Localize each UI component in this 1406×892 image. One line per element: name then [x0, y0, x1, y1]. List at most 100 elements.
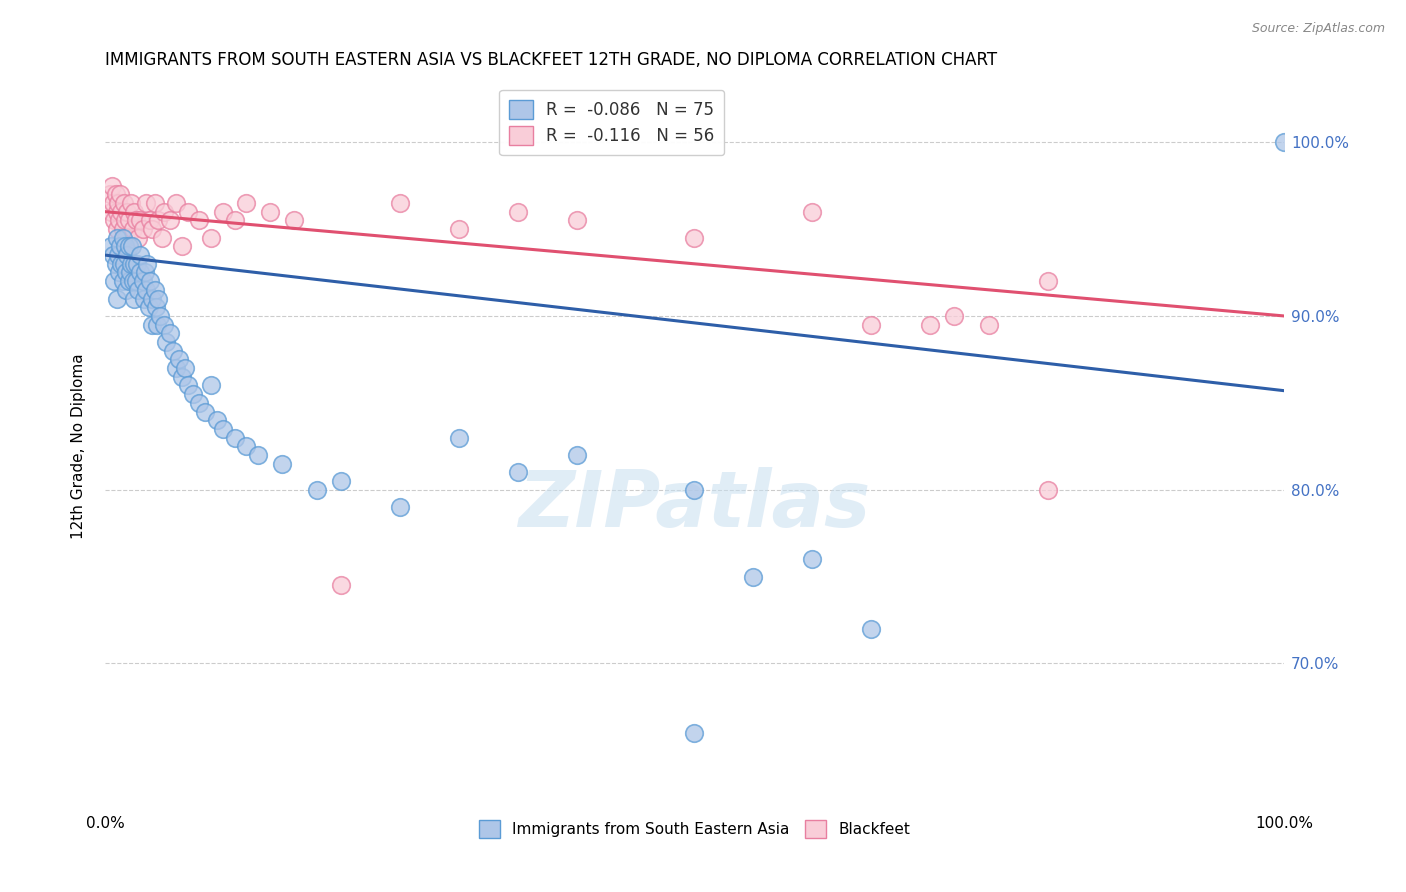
Legend: Immigrants from South Eastern Asia, Blackfeet: Immigrants from South Eastern Asia, Blac… [472, 814, 917, 844]
Point [124, 213, 146, 227]
Point [103, 274, 125, 288]
Point [183, 387, 205, 401]
Point [107, 196, 129, 211]
Point [146, 213, 169, 227]
Point [145, 300, 167, 314]
Point [200, 231, 222, 245]
Text: ZIPatlas: ZIPatlas [519, 467, 870, 542]
Point [447, 431, 470, 445]
Point [117, 274, 139, 288]
Point [112, 257, 135, 271]
Point [124, 204, 146, 219]
Point [165, 196, 187, 211]
Point [170, 239, 193, 253]
Point [117, 248, 139, 262]
Point [1036, 483, 1059, 497]
Point [134, 265, 156, 279]
Point [860, 622, 883, 636]
Point [111, 222, 134, 236]
Point [132, 274, 155, 288]
Point [860, 318, 883, 332]
Point [103, 196, 125, 211]
Point [205, 413, 228, 427]
Point [111, 231, 134, 245]
Point [117, 213, 139, 227]
Point [212, 422, 235, 436]
Point [942, 309, 965, 323]
Point [162, 343, 184, 358]
Point [167, 352, 190, 367]
Point [224, 213, 246, 227]
Point [112, 196, 135, 211]
Y-axis label: 12th Grade, No Diploma: 12th Grade, No Diploma [72, 353, 86, 539]
Point [111, 274, 134, 288]
Point [103, 248, 125, 262]
Point [235, 439, 257, 453]
Point [110, 187, 132, 202]
Point [801, 552, 824, 566]
Point [683, 231, 706, 245]
Point [122, 274, 145, 288]
Point [141, 318, 163, 332]
Point [136, 257, 159, 271]
Point [105, 292, 128, 306]
Point [388, 196, 411, 211]
Point [176, 378, 198, 392]
Point [146, 292, 169, 306]
Point [149, 309, 172, 323]
Point [153, 318, 176, 332]
Point [170, 369, 193, 384]
Point [100, 239, 122, 253]
Point [920, 318, 942, 332]
Point [224, 431, 246, 445]
Point [101, 178, 124, 193]
Point [135, 283, 157, 297]
Point [105, 222, 128, 236]
Point [683, 483, 706, 497]
Point [388, 500, 411, 514]
Point [146, 318, 169, 332]
Point [200, 378, 222, 392]
Point [127, 283, 149, 297]
Point [107, 248, 129, 262]
Point [120, 196, 142, 211]
Point [129, 248, 152, 262]
Point [139, 274, 162, 288]
Point [105, 231, 128, 245]
Point [104, 187, 127, 202]
Point [129, 213, 152, 227]
Point [124, 274, 146, 288]
Point [108, 213, 131, 227]
Point [447, 222, 470, 236]
Point [127, 231, 149, 245]
Point [1272, 135, 1295, 149]
Point [143, 283, 166, 297]
Point [235, 196, 257, 211]
Point [188, 213, 211, 227]
Point [329, 474, 352, 488]
Point [115, 231, 138, 245]
Point [114, 239, 136, 253]
Point [565, 213, 588, 227]
Point [801, 204, 824, 219]
Point [283, 213, 305, 227]
Point [212, 204, 235, 219]
Point [143, 196, 166, 211]
Point [120, 257, 142, 271]
Point [506, 466, 529, 480]
Point [129, 265, 152, 279]
Point [125, 257, 148, 271]
Point [110, 257, 132, 271]
Point [135, 196, 157, 211]
Point [247, 448, 270, 462]
Point [150, 231, 173, 245]
Point [124, 257, 146, 271]
Point [124, 292, 146, 306]
Point [121, 239, 143, 253]
Point [683, 726, 706, 740]
Point [565, 448, 588, 462]
Point [115, 283, 138, 297]
Point [141, 292, 163, 306]
Point [194, 404, 217, 418]
Point [117, 204, 139, 219]
